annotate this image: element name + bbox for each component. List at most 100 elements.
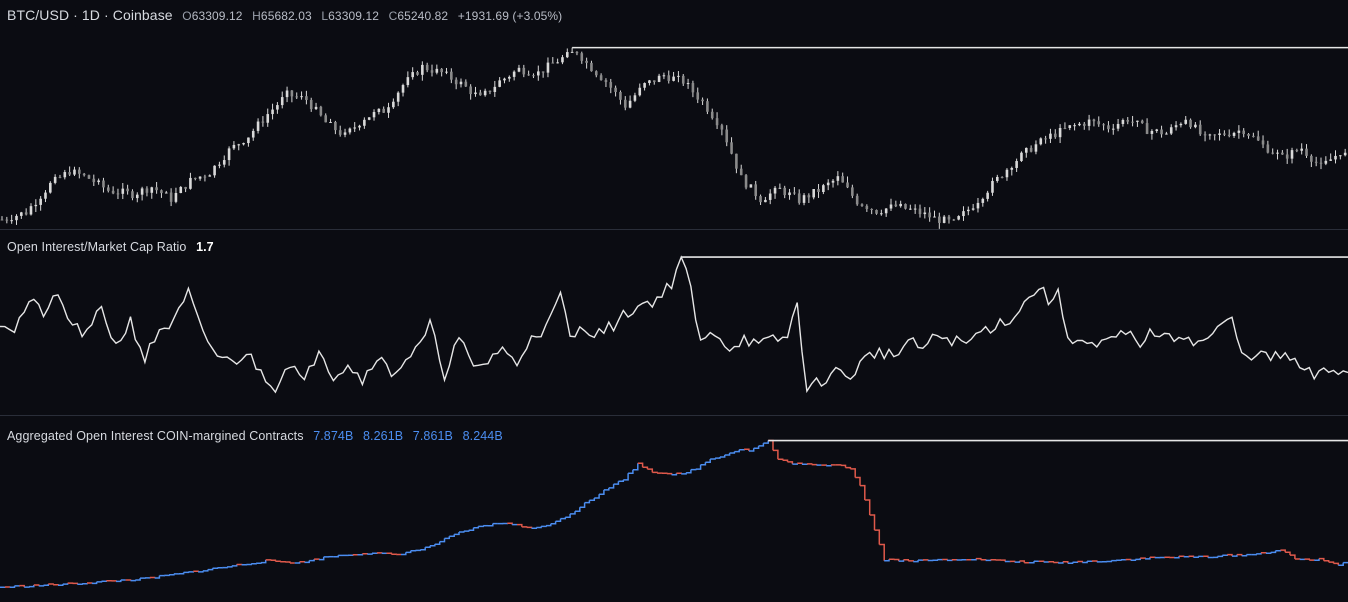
price-candle bbox=[416, 70, 419, 76]
price-candle bbox=[561, 54, 564, 65]
price-candle bbox=[58, 174, 62, 179]
oi-step bbox=[1328, 561, 1335, 564]
price-candle bbox=[5, 216, 9, 224]
indicator-name[interactable]: Aggregated Open Interest COIN-margined C… bbox=[7, 429, 304, 443]
candle-body bbox=[1165, 133, 1168, 135]
oi-step bbox=[686, 469, 692, 474]
candle-body bbox=[5, 219, 9, 221]
oi-step bbox=[1338, 562, 1344, 566]
oi-step bbox=[763, 440, 769, 444]
candle-body bbox=[822, 185, 825, 192]
price-candle bbox=[822, 183, 825, 195]
candle-body bbox=[131, 191, 134, 199]
price-candle bbox=[290, 90, 294, 103]
oi-step bbox=[135, 578, 141, 581]
oi-step bbox=[294, 561, 301, 564]
aggregated-oi-chart[interactable] bbox=[0, 416, 1348, 602]
candle-body bbox=[846, 182, 849, 188]
price-candle bbox=[889, 198, 893, 211]
price-candle bbox=[880, 209, 883, 216]
oi-step bbox=[420, 547, 426, 551]
price-candle bbox=[1126, 117, 1130, 125]
candle-body bbox=[1111, 128, 1115, 130]
price-candle bbox=[831, 179, 835, 188]
price-candle bbox=[97, 178, 100, 185]
price-candle bbox=[469, 84, 472, 100]
candle-body bbox=[1213, 134, 1217, 136]
oi-step bbox=[734, 449, 740, 453]
price-candle bbox=[401, 83, 405, 97]
price-candle bbox=[421, 61, 424, 81]
candle-body bbox=[1044, 138, 1047, 140]
oi-step bbox=[149, 576, 156, 579]
candle-body bbox=[899, 203, 902, 207]
candle-body bbox=[1194, 124, 1197, 128]
candle-body bbox=[551, 62, 555, 64]
oi-step bbox=[541, 525, 547, 528]
oi-step bbox=[811, 463, 818, 466]
candle-body bbox=[851, 187, 854, 196]
candle-body bbox=[1290, 150, 1294, 159]
aggregated-oi-pane[interactable]: Aggregated Open Interest COIN-margined C… bbox=[0, 416, 1348, 602]
oi-step bbox=[212, 567, 219, 570]
oi-step bbox=[1212, 556, 1219, 559]
price-candle bbox=[92, 174, 96, 186]
price-candle bbox=[1189, 118, 1192, 129]
candle-body bbox=[1184, 119, 1188, 124]
oi-mcap-ratio-chart[interactable] bbox=[0, 230, 1348, 415]
price-candle bbox=[1024, 147, 1028, 158]
ohlc-close: C65240.82 bbox=[388, 9, 449, 23]
candle-body bbox=[744, 175, 748, 188]
oi-step bbox=[24, 586, 30, 588]
oi-step bbox=[845, 466, 852, 469]
symbol-label[interactable]: BTC/USD · 1D · Coinbase bbox=[7, 7, 173, 23]
oi-step bbox=[444, 536, 451, 540]
price-candle bbox=[933, 210, 936, 218]
candle-body bbox=[1000, 176, 1004, 178]
price-candle bbox=[686, 78, 690, 89]
oi-mcap-ratio-pane[interactable]: Open Interest/Market Cap Ratio 1.7 bbox=[0, 230, 1348, 415]
price-candle bbox=[541, 71, 545, 78]
candle-body bbox=[1179, 123, 1183, 126]
price-candle bbox=[904, 203, 907, 210]
candle-body bbox=[49, 182, 52, 193]
candle-body bbox=[638, 87, 642, 96]
candle-body bbox=[730, 142, 733, 154]
candle-body bbox=[189, 177, 192, 189]
price-candle bbox=[1285, 148, 1289, 164]
candle-body bbox=[580, 53, 584, 61]
oi-step bbox=[724, 453, 731, 456]
price-candle bbox=[1310, 154, 1313, 168]
candle-body bbox=[338, 130, 342, 135]
candle-body bbox=[628, 100, 632, 108]
price-chart[interactable] bbox=[0, 0, 1348, 229]
candle-body bbox=[609, 82, 613, 88]
oi-high-value: 8.261B bbox=[362, 429, 404, 443]
candle-body bbox=[140, 188, 144, 195]
candle-body bbox=[648, 80, 651, 84]
price-candle bbox=[841, 172, 844, 183]
pane-separator[interactable] bbox=[0, 229, 1348, 230]
price-candle bbox=[1203, 131, 1207, 142]
oi-step bbox=[1261, 551, 1267, 554]
price-candle bbox=[875, 209, 878, 215]
candle-body bbox=[450, 71, 453, 80]
price-candle bbox=[430, 64, 434, 77]
candle-body bbox=[686, 83, 690, 85]
pane-separator[interactable] bbox=[0, 415, 1348, 416]
oi-step bbox=[1290, 554, 1296, 559]
price-candle bbox=[266, 108, 270, 127]
price-pane[interactable]: BTC/USD · 1D · Coinbase O63309.12 H65682… bbox=[0, 0, 1348, 229]
candle-body bbox=[962, 211, 965, 217]
oi-step bbox=[227, 565, 233, 568]
candle-body bbox=[198, 176, 202, 179]
candle-body bbox=[532, 75, 535, 77]
candle-body bbox=[522, 67, 526, 75]
price-candle bbox=[1102, 123, 1105, 131]
indicator-name[interactable]: Open Interest/Market Cap Ratio bbox=[7, 240, 187, 254]
candle-body bbox=[334, 121, 337, 131]
price-candle bbox=[309, 97, 313, 112]
oi-step bbox=[231, 564, 238, 567]
candle-body bbox=[1092, 119, 1096, 122]
candle-body bbox=[353, 127, 357, 129]
